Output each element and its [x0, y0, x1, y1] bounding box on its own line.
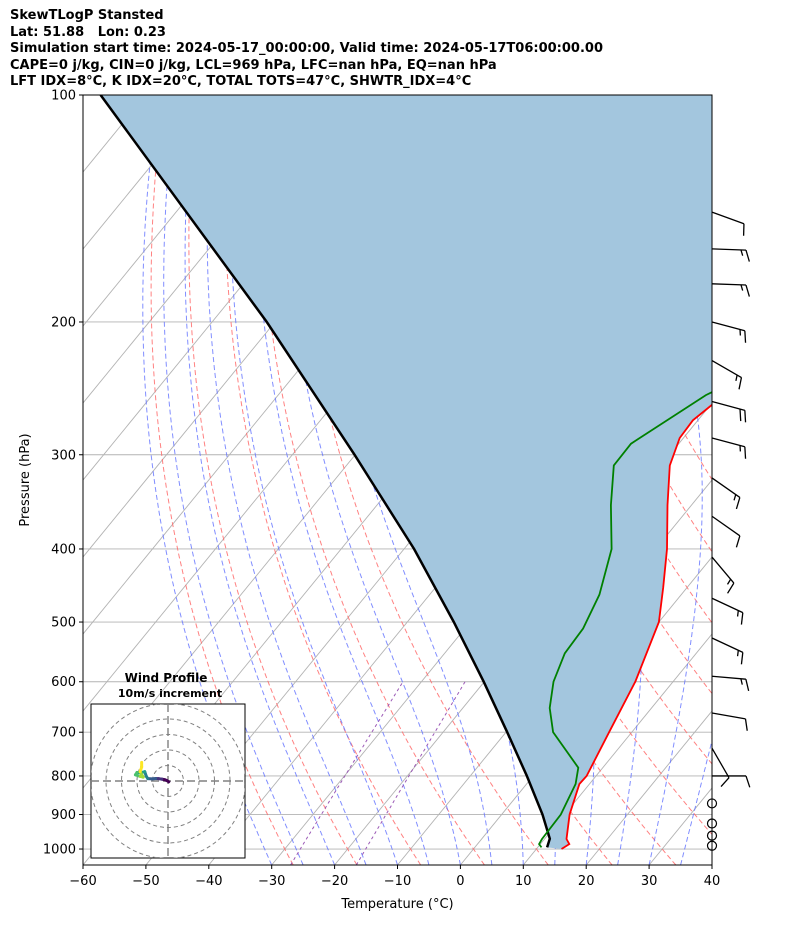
x-tick-label: 10 [515, 874, 532, 889]
hodograph-subtitle: 10m/s increment [118, 687, 222, 700]
stability-line: CAPE=0 j/kg, CIN=0 j/kg, LCL=969 hPa, LF… [10, 57, 497, 73]
isotherm [397, 479, 712, 865]
wind-barb [711, 597, 744, 625]
dry-adiabat [717, 95, 794, 865]
time-line: Simulation start time: 2024-05-17_00:00:… [10, 41, 603, 57]
y-tick-label: 600 [51, 675, 76, 690]
y-tick-label: 200 [51, 315, 76, 330]
hodograph-title: Wind Profile [125, 671, 208, 685]
calm-wind-marker [706, 798, 718, 809]
y-tick-label: 300 [51, 448, 76, 463]
dewpoint-line [538, 391, 712, 848]
y-tick-label: 800 [51, 769, 76, 784]
isotherm [585, 710, 712, 865]
x-tick-label: −60 [69, 874, 96, 889]
mixing-ratio-line [355, 681, 466, 865]
x-tick-label: −30 [258, 874, 285, 889]
moist-adiabat [230, 95, 398, 865]
wind-barb [711, 248, 750, 262]
skewt-plot-area [83, 95, 794, 865]
parcel-profile-line [99, 95, 552, 848]
y-tick-label: 700 [51, 726, 76, 741]
moist-adiabat [163, 95, 304, 865]
moist-adiabat [206, 95, 367, 865]
dry-adiabat [188, 95, 358, 865]
wind-barb [711, 515, 741, 548]
x-tick-label: 30 [641, 874, 658, 889]
mixing-ratio-line [290, 681, 404, 865]
moist-adiabat [255, 95, 430, 865]
x-axis-label: Temperature (°C) [340, 897, 453, 912]
isotherm [711, 864, 712, 865]
x-tick-label: −50 [132, 874, 159, 889]
moist-adiabat [142, 95, 273, 865]
wind-barb [711, 437, 747, 459]
wind-barb [712, 775, 751, 788]
wind-barb [711, 211, 745, 236]
temperature-line [561, 403, 712, 850]
x-tick-label: 40 [704, 874, 721, 889]
chart-header: SkewTLogP Stansted Lat: 51.88 Lon: 0.23 … [10, 8, 603, 91]
x-tick-label: −20 [321, 874, 348, 889]
dry-adiabat [224, 95, 422, 865]
moist-adiabat [282, 95, 461, 865]
x-tick-label: 20 [578, 874, 595, 889]
y-tick-label: 100 [51, 89, 76, 104]
y-axis-label: Pressure (hPa) [18, 433, 33, 526]
wind-barb [711, 556, 735, 594]
calm-wind-marker [706, 830, 718, 841]
y-tick-label: 500 [51, 616, 76, 631]
wind-barb [711, 283, 750, 297]
wind-barb [711, 747, 730, 788]
wind-barb [711, 637, 744, 665]
wind-barb [711, 400, 747, 423]
chart-title: SkewTLogP Stansted [10, 8, 164, 23]
dry-adiabat [783, 95, 794, 865]
index-line: LFT IDX=8°C, K IDX=20°C, TOTAL TOTS=47°C… [10, 74, 472, 90]
x-tick-label: −40 [195, 874, 222, 889]
dry-adiabat [150, 95, 294, 865]
wind-barbs [706, 211, 751, 851]
isotherm [83, 95, 273, 327]
y-tick-label: 900 [51, 808, 76, 823]
wind-barb [711, 675, 750, 692]
location-line: Lat: 51.88 Lon: 0.23 [10, 24, 166, 40]
wind-barb [711, 321, 747, 343]
isotherm [83, 95, 210, 250]
x-tick-label: −10 [384, 874, 411, 889]
wind-barb [711, 712, 748, 731]
x-tick-label: 0 [456, 874, 464, 889]
hodograph [91, 704, 245, 858]
y-tick-label: 400 [51, 542, 76, 557]
moist-adiabat [711, 863, 712, 865]
cin-cape-shading [100, 95, 712, 849]
calm-wind-marker [706, 818, 718, 829]
dry-adiabat [259, 95, 485, 865]
axes: −60 −50 −40 −30 −20 −10 0 10 20 30 40 1000 900 800 700… [43, 89, 720, 890]
wind-barb [711, 477, 741, 510]
dry-adiabat [750, 95, 794, 865]
isotherm [522, 633, 712, 865]
moist-adiabat [184, 95, 336, 865]
calm-wind-marker [706, 840, 718, 851]
y-tick-label: 1000 [43, 843, 76, 858]
wind-barb [711, 359, 743, 390]
